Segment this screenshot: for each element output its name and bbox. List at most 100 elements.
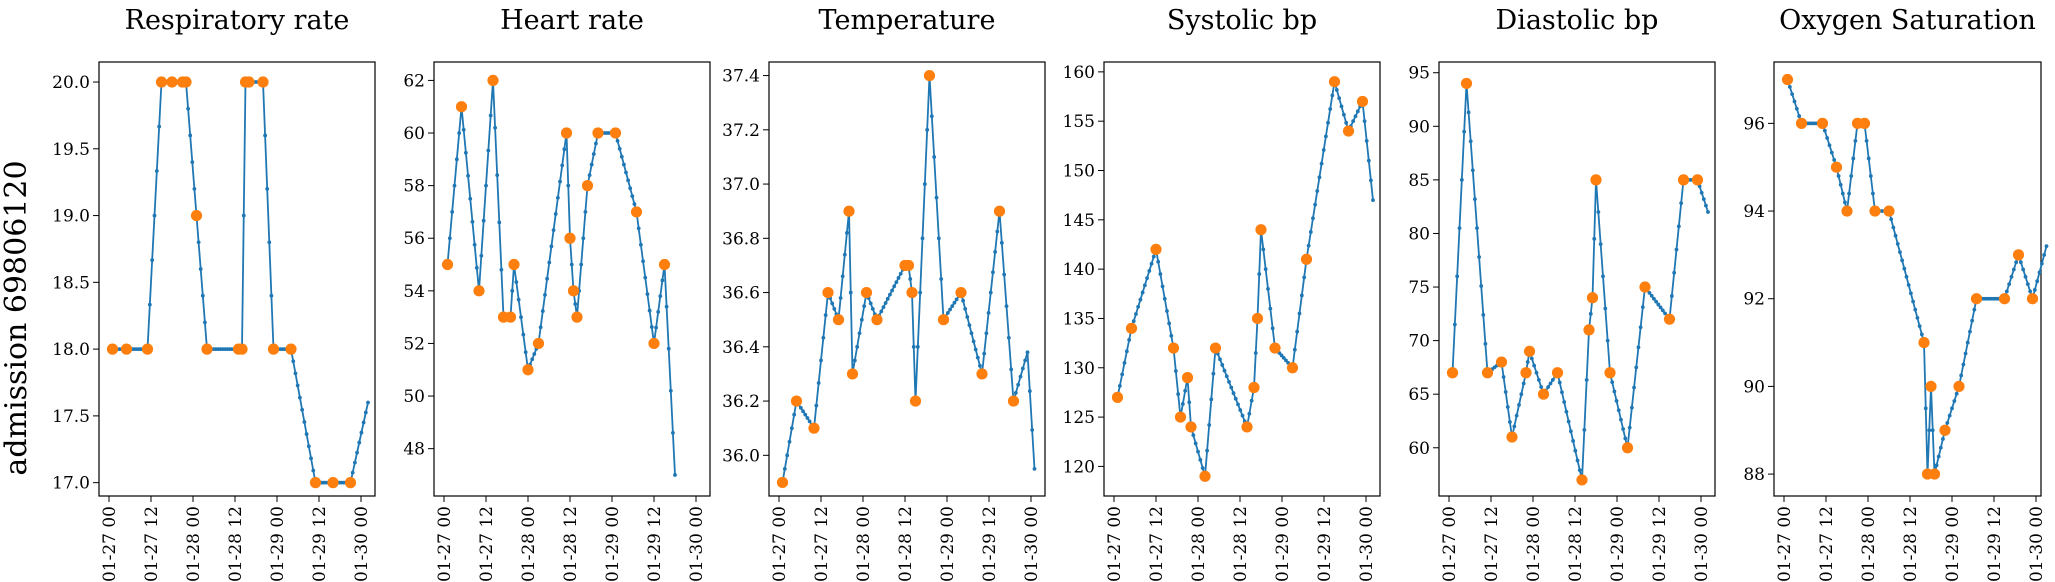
- observed-point: [243, 76, 255, 88]
- interpolated-point: [1660, 308, 1665, 313]
- interpolated-point: [1317, 175, 1322, 180]
- interpolated-point: [664, 304, 669, 309]
- interpolated-point: [624, 170, 628, 175]
- series-line: [112, 81, 369, 484]
- y-tick-label: 36.4: [722, 338, 760, 358]
- interpolated-point: [1247, 411, 1252, 416]
- interpolated-point: [560, 163, 565, 168]
- y-tick-label: 90: [1408, 117, 1430, 137]
- interpolated-point: [1193, 441, 1198, 446]
- interpolated-point: [1158, 272, 1163, 276]
- interpolated-point: [1209, 397, 1214, 402]
- interpolated-point: [789, 426, 794, 431]
- interpolated-point: [1652, 296, 1656, 301]
- observed-point: [1286, 362, 1299, 374]
- observed-point: [1523, 345, 1536, 357]
- interpolated-point: [821, 335, 826, 340]
- interpolated-point: [357, 440, 362, 445]
- observed-point: [1007, 395, 1020, 407]
- interpolated-point: [936, 236, 941, 241]
- interpolated-point: [1292, 347, 1297, 352]
- interpolated-point: [870, 306, 875, 311]
- interpolated-point: [1311, 216, 1315, 221]
- panel-heart-rate: Heart rate 48 50 52 54 56 58 60 62 01-27 00 01-27 …: [403, 5, 711, 582]
- interpolated-point: [523, 350, 528, 355]
- interpolated-point: [1466, 110, 1471, 115]
- interpolated-point: [198, 267, 203, 271]
- observed-point: [1342, 125, 1355, 137]
- interpolated-point: [269, 293, 274, 298]
- interpolated-point: [521, 332, 526, 337]
- interpolated-point: [1658, 305, 1663, 310]
- interpolated-point: [1851, 156, 1856, 161]
- observed-point: [571, 311, 583, 323]
- interpolated-point: [782, 466, 787, 471]
- interpolated-point: [798, 405, 803, 410]
- interpolated-point: [530, 357, 535, 362]
- interpolated-point: [300, 407, 305, 412]
- interpolated-point: [1871, 191, 1875, 196]
- interpolated-point: [1326, 120, 1330, 125]
- axes-frame: [768, 61, 1046, 497]
- interpolated-point: [291, 359, 296, 364]
- observed-point: [1241, 421, 1253, 433]
- y-tick-label: 125: [1063, 408, 1095, 428]
- interpolated-point: [883, 301, 888, 305]
- interpolated-point: [1605, 338, 1610, 343]
- interpolated-point: [1529, 356, 1534, 361]
- y-tick-label: 50: [403, 387, 425, 407]
- interpolated-point: [2042, 252, 2047, 257]
- interpolated-point: [845, 230, 849, 235]
- interpolated-point: [952, 300, 957, 305]
- interpolated-point: [579, 262, 584, 267]
- interpolated-point: [1475, 226, 1479, 230]
- y-tick-label: 88: [1743, 465, 1765, 485]
- interpolated-point: [2028, 289, 2033, 294]
- interpolated-point: [855, 344, 860, 349]
- y-tick-label: 95: [1408, 64, 1430, 84]
- interpolated-point: [1797, 114, 1802, 118]
- observed-point: [1537, 388, 1550, 400]
- observed-point: [560, 127, 573, 139]
- observed-point: [309, 477, 322, 489]
- y-tick-label: 155: [1063, 112, 1095, 132]
- y-tick-label: 54: [403, 282, 425, 302]
- interpolated-point: [986, 311, 991, 315]
- observed-point: [923, 69, 936, 82]
- interpolated-point: [1952, 399, 1957, 403]
- observed-point: [120, 343, 133, 355]
- panel-title: Temperature: [819, 5, 996, 36]
- x-tick-label: 01-27 00: [100, 506, 120, 582]
- observed-point: [344, 477, 357, 489]
- interpolated-point: [922, 182, 927, 186]
- interpolated-point: [1898, 250, 1902, 255]
- interpolated-point: [1222, 368, 1227, 373]
- interpolated-point: [468, 196, 473, 201]
- interpolated-point: [792, 412, 797, 417]
- interpolated-point: [1334, 88, 1339, 92]
- interpolated-point: [982, 351, 987, 356]
- interpolated-point: [150, 258, 155, 262]
- y-tick-label: 145: [1063, 211, 1095, 231]
- observed-point: [522, 364, 534, 376]
- interpolated-point: [628, 186, 633, 191]
- interpolated-point: [545, 276, 550, 281]
- x-tick-label: 01-30 00: [1022, 506, 1042, 582]
- x-tick-label: 01-27 00: [1440, 506, 1460, 582]
- interpolated-point: [1911, 299, 1915, 304]
- y-tick-label: 36.0: [722, 446, 760, 466]
- interpolated-point: [934, 195, 939, 200]
- interpolated-point: [978, 363, 982, 368]
- observed-point: [1185, 421, 1197, 433]
- interpolated-point: [1663, 311, 1667, 316]
- interpolated-point: [493, 125, 497, 130]
- observed-point: [1199, 470, 1211, 482]
- interpolated-point: [573, 302, 578, 306]
- interpolated-point: [1131, 319, 1136, 324]
- observed-point: [1460, 77, 1473, 90]
- interpolated-point: [1906, 283, 1911, 287]
- observed-point: [832, 314, 845, 326]
- interpolated-point: [1191, 433, 1196, 438]
- interpolated-point: [1512, 424, 1517, 429]
